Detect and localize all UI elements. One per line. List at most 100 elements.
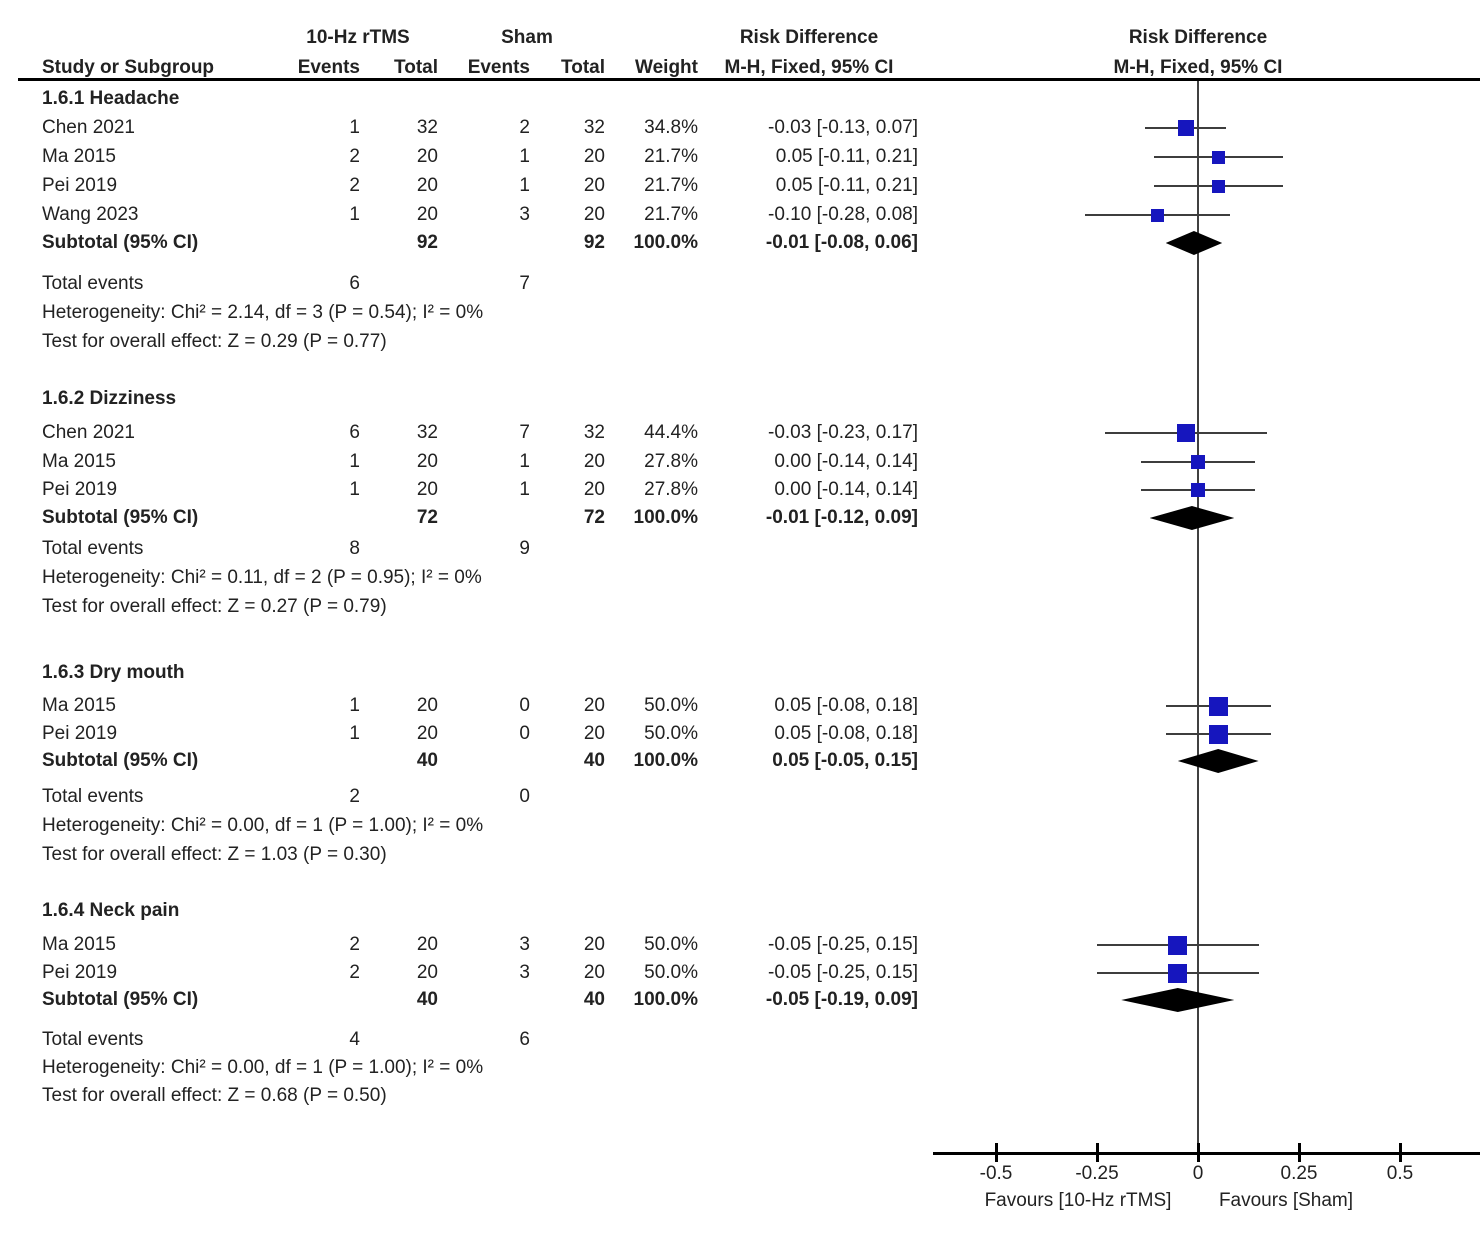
- effect-ci-text: -0.05 [-0.25, 0.15]: [768, 962, 918, 983]
- subtotal-ci-text: -0.01 [-0.08, 0.06]: [765, 232, 918, 253]
- overall-effect-text: Test for overall effect: Z = 0.29 (P = 0…: [42, 331, 387, 352]
- weight-value: 50.0%: [644, 723, 698, 744]
- effect-square: [1151, 208, 1165, 222]
- total1-value: 20: [416, 146, 438, 167]
- events1-value: 1: [349, 204, 360, 225]
- events2-value: 3: [519, 962, 530, 983]
- axis-tick: [1096, 1143, 1099, 1162]
- study-name: Pei 2019: [42, 962, 118, 983]
- weight-value: 34.8%: [644, 117, 698, 138]
- subtotal-diamond: [1121, 988, 1235, 1012]
- heterogeneity-text: Heterogeneity: Chi² = 0.11, df = 2 (P = …: [42, 567, 482, 588]
- study-name: Ma 2015: [42, 451, 116, 472]
- total-events-label: Total events: [42, 273, 144, 294]
- events1-value: 1: [349, 117, 360, 138]
- subtotal-label: Subtotal (95% CI): [42, 750, 199, 771]
- overall-effect-text: Test for overall effect: Z = 0.27 (P = 0…: [42, 596, 387, 617]
- effect-column-title: Risk Difference: [739, 27, 879, 48]
- study-name: Chen 2021: [42, 117, 135, 138]
- total2-value: 20: [583, 175, 605, 196]
- weight-value: 44.4%: [644, 422, 698, 443]
- subtotal-weight: 100.0%: [633, 989, 698, 1010]
- subtotal-diamond: [1177, 749, 1259, 773]
- subtotal-total1: 40: [416, 989, 438, 1010]
- effect-ci-text: 0.00 [-0.14, 0.14]: [774, 451, 918, 472]
- weight-value: 21.7%: [644, 146, 698, 167]
- subtotal-total2: 72: [583, 507, 605, 528]
- subtotal-diamond: [1149, 506, 1235, 530]
- total1-value: 20: [416, 204, 438, 225]
- total1-value: 20: [416, 695, 438, 716]
- total-events1-value: 2: [349, 786, 360, 807]
- total1-value: 20: [416, 175, 438, 196]
- axis-tick: [1197, 1143, 1200, 1162]
- heterogeneity-text: Heterogeneity: Chi² = 0.00, df = 1 (P = …: [42, 1057, 484, 1078]
- events1-value: 1: [349, 723, 360, 744]
- subtotal-label: Subtotal (95% CI): [42, 232, 199, 253]
- total-events1-value: 6: [349, 273, 360, 294]
- weight-value: 21.7%: [644, 175, 698, 196]
- effect-square: [1208, 724, 1228, 744]
- total1-value: 32: [416, 422, 438, 443]
- events2-value: 0: [519, 723, 530, 744]
- weight-value: 27.8%: [644, 451, 698, 472]
- subtotal-total2: 40: [583, 750, 605, 771]
- effect-square: [1191, 455, 1205, 469]
- subtotal-weight: 100.0%: [633, 232, 698, 253]
- effect-square: [1211, 150, 1225, 164]
- weight-value: 50.0%: [644, 934, 698, 955]
- study-name: Ma 2015: [42, 146, 116, 167]
- section-label: 1.6.1 Headache: [42, 88, 180, 109]
- events2-value: 1: [519, 146, 530, 167]
- study-name: Ma 2015: [42, 695, 116, 716]
- events2-value: 3: [519, 934, 530, 955]
- effect-square: [1191, 483, 1205, 497]
- effect-ci-text: -0.05 [-0.25, 0.15]: [768, 934, 918, 955]
- events2-value: 1: [519, 451, 530, 472]
- weight-value: 50.0%: [644, 962, 698, 983]
- axis-tick: [1298, 1143, 1301, 1162]
- total-events2-value: 6: [519, 1029, 530, 1050]
- events1-value: 2: [349, 962, 360, 983]
- events1-value: 1: [349, 451, 360, 472]
- total1-value: 20: [416, 451, 438, 472]
- events2-column-header: Events: [467, 57, 530, 78]
- effect-square: [1177, 120, 1194, 136]
- axis-tick-label: 0.25: [1280, 1163, 1318, 1184]
- group1-header: 10-Hz rTMS: [306, 27, 410, 48]
- subtotal-ci-text: 0.05 [-0.05, 0.15]: [772, 750, 918, 771]
- total1-value: 20: [416, 723, 438, 744]
- section-label: 1.6.2 Dizziness: [42, 388, 177, 409]
- events1-value: 1: [349, 479, 360, 500]
- effect-square: [1208, 696, 1228, 716]
- weight-value: 27.8%: [644, 479, 698, 500]
- subtotal-label: Subtotal (95% CI): [42, 507, 199, 528]
- subtotal-weight: 100.0%: [633, 750, 698, 771]
- total2-value: 20: [583, 451, 605, 472]
- subtotal-diamond: [1165, 231, 1223, 255]
- heterogeneity-text: Heterogeneity: Chi² = 0.00, df = 1 (P = …: [42, 815, 484, 836]
- study-name: Wang 2023: [42, 204, 139, 225]
- total1-value: 20: [416, 934, 438, 955]
- total-events-label: Total events: [42, 786, 144, 807]
- total-events-label: Total events: [42, 538, 144, 559]
- total2-value: 32: [583, 422, 605, 443]
- effect-ci-text: -0.03 [-0.13, 0.07]: [768, 117, 918, 138]
- events2-value: 0: [519, 695, 530, 716]
- total1-value: 20: [416, 962, 438, 983]
- effect-ci-text: 0.05 [-0.08, 0.18]: [774, 723, 918, 744]
- total-events2-value: 9: [519, 538, 530, 559]
- total-events1-value: 8: [349, 538, 360, 559]
- total1-column-header: Total: [394, 57, 438, 78]
- favours-left-label: Favours [10-Hz rTMS]: [984, 1190, 1172, 1211]
- subtotal-total2: 92: [583, 232, 605, 253]
- study-name: Chen 2021: [42, 422, 135, 443]
- subtotal-total1: 92: [416, 232, 438, 253]
- events2-value: 7: [519, 422, 530, 443]
- subtotal-ci-text: -0.01 [-0.12, 0.09]: [765, 507, 918, 528]
- effect-square: [1176, 424, 1195, 442]
- subtotal-weight: 100.0%: [633, 507, 698, 528]
- plot-column-title: Risk Difference: [1128, 27, 1268, 48]
- events1-value: 1: [349, 695, 360, 716]
